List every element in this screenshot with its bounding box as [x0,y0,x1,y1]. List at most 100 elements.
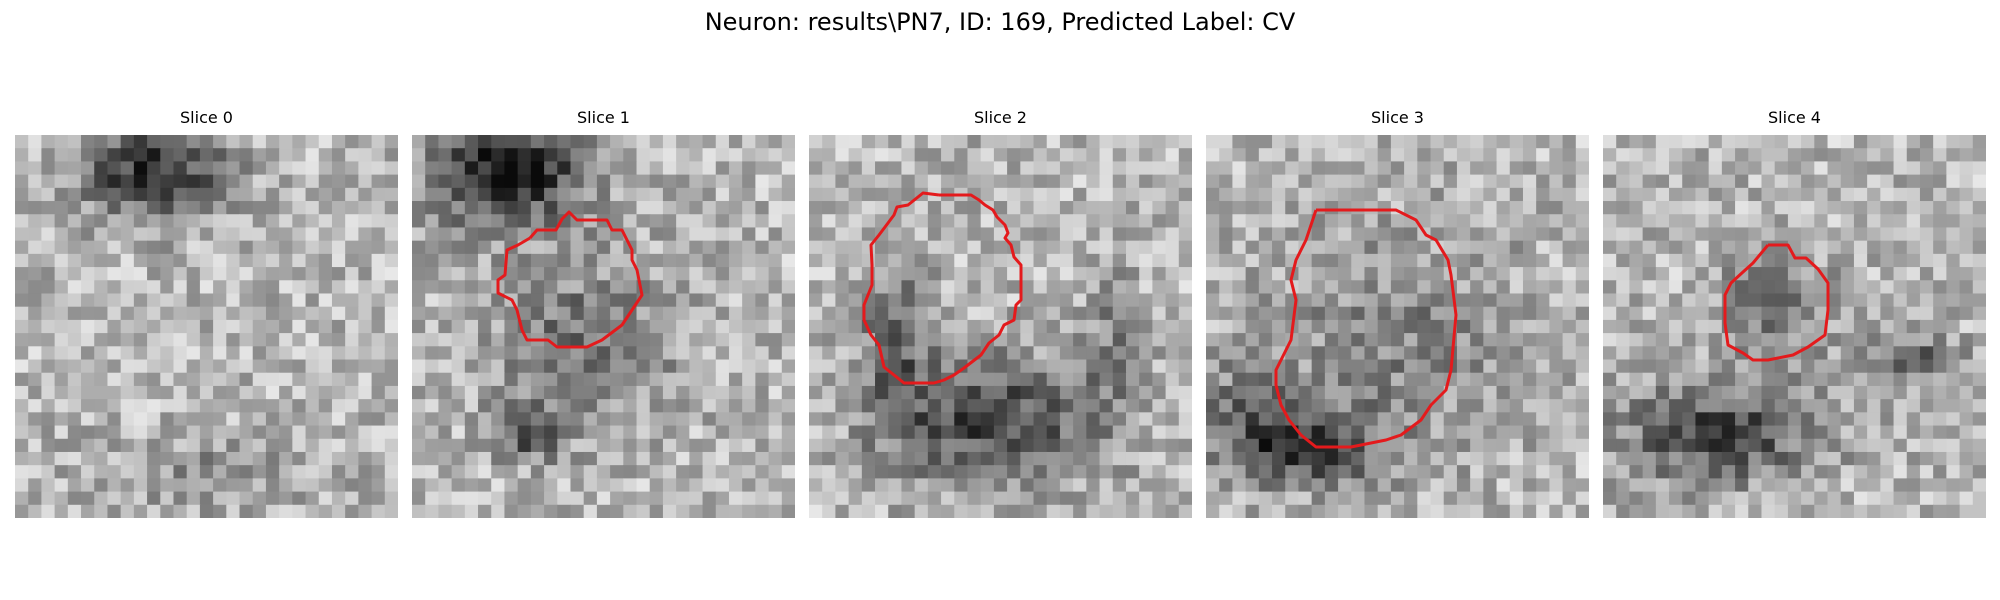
image-pixel [1496,372,1511,387]
image-pixel [1814,385,1829,400]
image-pixel [41,214,56,229]
image-pixel [120,346,135,361]
image-pixel [1338,240,1352,255]
image-pixel [173,412,188,427]
image-pixel [173,465,188,479]
image-pixel [755,504,770,518]
image-pixel [768,478,783,493]
image-pixel [1178,425,1192,440]
image-pixel [596,359,611,374]
image-pixel [438,425,453,440]
image-pixel [265,372,280,387]
image-pixel [781,135,795,149]
image-pixel [1245,359,1260,374]
image-pixel [1007,372,1021,387]
image-pixel [1603,385,1617,400]
image-pixel [809,359,823,374]
image-pixel [1206,293,1220,308]
image-pixel [755,135,770,149]
image-pixel [1033,148,1048,163]
image-pixel [1338,148,1352,163]
image-pixel [438,438,453,453]
image-pixel [901,451,916,466]
image-pixel [1853,240,1868,255]
image-pixel [425,359,440,374]
image-pixel [1178,293,1192,308]
image-pixel [768,359,783,374]
image-pixel [1682,187,1697,202]
image-pixel [318,201,333,215]
image-pixel [1139,491,1153,506]
image-pixel [1814,438,1829,453]
image-pixel [1443,478,1458,493]
image-pixel [1258,359,1273,374]
image-pixel [848,280,863,295]
image-pixel [504,148,519,163]
image-pixel [1496,504,1511,518]
image-pixel [596,187,611,202]
image-pixel [728,385,743,400]
image-pixel [1867,201,1881,215]
image-pixel [768,451,783,466]
image-pixel [1152,267,1167,281]
image-pixel [781,214,795,229]
image-pixel [1206,267,1220,281]
image-pixel [331,333,346,347]
image-pixel [1853,306,1868,321]
image-pixel [781,385,795,400]
image-pixel [464,319,479,334]
image-pixel [848,135,863,149]
image-pixel [888,451,903,466]
image-pixel [1311,504,1326,518]
image-pixel [15,253,29,268]
image-pixel [1033,465,1048,479]
image-pixel [292,135,307,149]
image-pixel [728,438,743,453]
image-pixel [1020,451,1035,466]
image-pixel [570,253,585,268]
image-pixel [425,465,440,479]
image-pixel [120,161,135,176]
image-pixel [1245,201,1260,215]
image-pixel [252,148,267,163]
image-pixel [941,227,955,242]
image-pixel [676,293,690,308]
image-pixel [1139,359,1153,374]
image-pixel [279,319,293,334]
image-pixel [623,465,638,479]
image-pixel [623,267,638,281]
image-pixel [213,399,227,413]
image-pixel [1178,319,1192,334]
image-pixel [1046,148,1061,163]
image-pixel [1324,346,1339,361]
image-pixel [41,346,56,361]
image-pixel [1298,319,1313,334]
image-pixel [384,253,398,268]
slice-title: Slice 1 [577,108,630,127]
image-pixel [596,161,611,176]
image-pixel [1522,267,1537,281]
image-pixel [1020,214,1035,229]
image-pixel [596,201,611,215]
image-pixel [888,161,903,176]
image-pixel [610,412,624,427]
image-pixel [1893,451,1908,466]
image-pixel [649,187,664,202]
image-pixel [1840,280,1855,295]
image-pixel [1496,135,1511,149]
image-pixel [1933,346,1947,361]
image-pixel [1483,346,1498,361]
image-pixel [1509,412,1524,427]
image-pixel [1046,240,1061,255]
image-pixel [1099,465,1114,479]
image-pixel [1801,372,1815,387]
image-pixel [1562,412,1577,427]
image-pixel [954,240,969,255]
image-pixel [676,319,690,334]
image-pixel [1695,240,1710,255]
image-pixel [1616,135,1631,149]
image-pixel [1483,319,1498,334]
image-pixel [1311,306,1326,321]
image-pixel [1814,346,1829,361]
image-pixel [1880,359,1895,374]
